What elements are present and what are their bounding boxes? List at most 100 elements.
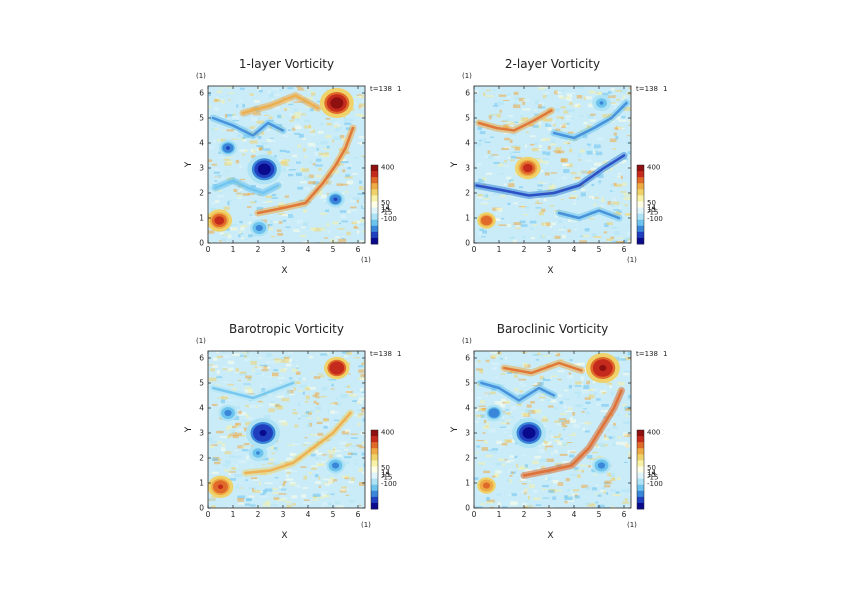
field-speckle <box>307 417 312 419</box>
field-speckle <box>308 128 313 132</box>
field-speckle <box>363 463 365 467</box>
field-speckle <box>364 110 365 115</box>
field-speckle <box>219 232 225 235</box>
field-speckle <box>255 372 262 375</box>
field-speckle <box>610 204 615 207</box>
field-speckle <box>358 136 365 138</box>
field-speckle <box>552 452 559 454</box>
field-speckle <box>314 474 319 478</box>
field-speckle <box>542 182 549 184</box>
field-speckle <box>250 361 257 365</box>
field-speckle <box>268 408 275 413</box>
field-speckle <box>281 213 288 216</box>
field-speckle <box>490 391 496 395</box>
field-speckle <box>542 484 549 488</box>
field-speckle <box>270 446 275 450</box>
field-speckle <box>273 358 281 361</box>
field-speckle <box>363 105 365 109</box>
field-speckle <box>359 446 365 449</box>
plot-frame <box>473 85 632 244</box>
field-speckle <box>611 190 616 192</box>
field-speckle <box>304 119 311 123</box>
field-speckle <box>320 212 328 215</box>
field-speckle <box>477 416 481 420</box>
field-speckle <box>547 127 552 131</box>
colorbar-swatch <box>371 225 378 233</box>
field-speckle <box>320 241 324 243</box>
field-speckle <box>243 355 247 358</box>
colorbar-frame <box>636 429 645 510</box>
field-speckle <box>522 108 531 111</box>
field-speckle <box>474 421 479 423</box>
field-speckle <box>360 388 364 392</box>
field-speckle <box>520 117 529 122</box>
colorbar-swatch <box>371 195 378 202</box>
field-speckle <box>239 178 246 181</box>
field-speckle <box>278 162 282 165</box>
field-speckle <box>617 414 620 416</box>
field-speckle <box>252 149 256 154</box>
field-speckle <box>257 136 262 139</box>
field-speckle <box>237 495 246 499</box>
field-speckle <box>570 195 578 198</box>
field-speckle <box>595 484 598 486</box>
field-speckle <box>293 387 297 391</box>
field-speckle <box>336 397 339 400</box>
field-speckle <box>242 134 250 138</box>
field-speckle <box>363 360 365 365</box>
field-speckle <box>222 381 229 383</box>
field-speckle <box>308 410 315 413</box>
field-speckle <box>612 148 617 150</box>
field-speckle <box>309 108 314 112</box>
field-speckle <box>579 240 587 243</box>
colorbar-swatch <box>371 201 378 208</box>
field-speckle <box>482 230 487 234</box>
field-speckle <box>308 411 312 415</box>
field-speckle <box>317 373 324 375</box>
x-tick-label: 6 <box>356 245 361 254</box>
field-speckle <box>588 90 596 94</box>
field-speckle <box>508 479 512 483</box>
field-speckle <box>489 428 496 433</box>
colorbar-swatch <box>637 201 644 208</box>
field-speckle <box>622 372 629 376</box>
colorbar-swatch <box>371 436 378 443</box>
field-speckle <box>279 89 284 91</box>
colorbar-swatch <box>637 237 644 245</box>
field-speckle <box>529 135 536 138</box>
field-speckle <box>512 151 520 153</box>
field-speckle <box>209 445 214 448</box>
field-speckle <box>237 432 243 436</box>
field-speckle <box>228 92 235 94</box>
x-tick-label: 3 <box>547 245 552 254</box>
field-speckle <box>613 182 617 187</box>
field-speckle <box>286 444 295 446</box>
field-speckle <box>208 364 215 366</box>
colorbar-frame <box>636 164 645 245</box>
field-speckle <box>285 500 292 504</box>
field-speckle <box>357 392 365 396</box>
field-speckle <box>242 103 245 108</box>
field-speckle <box>597 137 605 140</box>
field-speckle <box>247 417 254 420</box>
field-speckle <box>543 198 547 202</box>
field-speckle <box>603 507 611 508</box>
field-speckle <box>267 375 271 378</box>
field-speckle <box>622 158 627 163</box>
field-speckle <box>321 505 325 508</box>
field-speckle <box>267 462 274 465</box>
field-speckle <box>251 233 257 238</box>
field-speckle <box>597 504 605 507</box>
field-speckle <box>555 489 562 492</box>
field-speckle <box>493 218 501 221</box>
field-speckle <box>485 501 494 504</box>
field-speckle <box>575 404 583 408</box>
field-speckle <box>561 125 566 128</box>
field-speckle <box>227 201 230 206</box>
field-speckle <box>325 483 330 486</box>
field-speckle <box>555 214 558 218</box>
field-speckle <box>318 496 325 499</box>
field-speckle <box>360 378 365 381</box>
field-speckle <box>538 104 542 109</box>
